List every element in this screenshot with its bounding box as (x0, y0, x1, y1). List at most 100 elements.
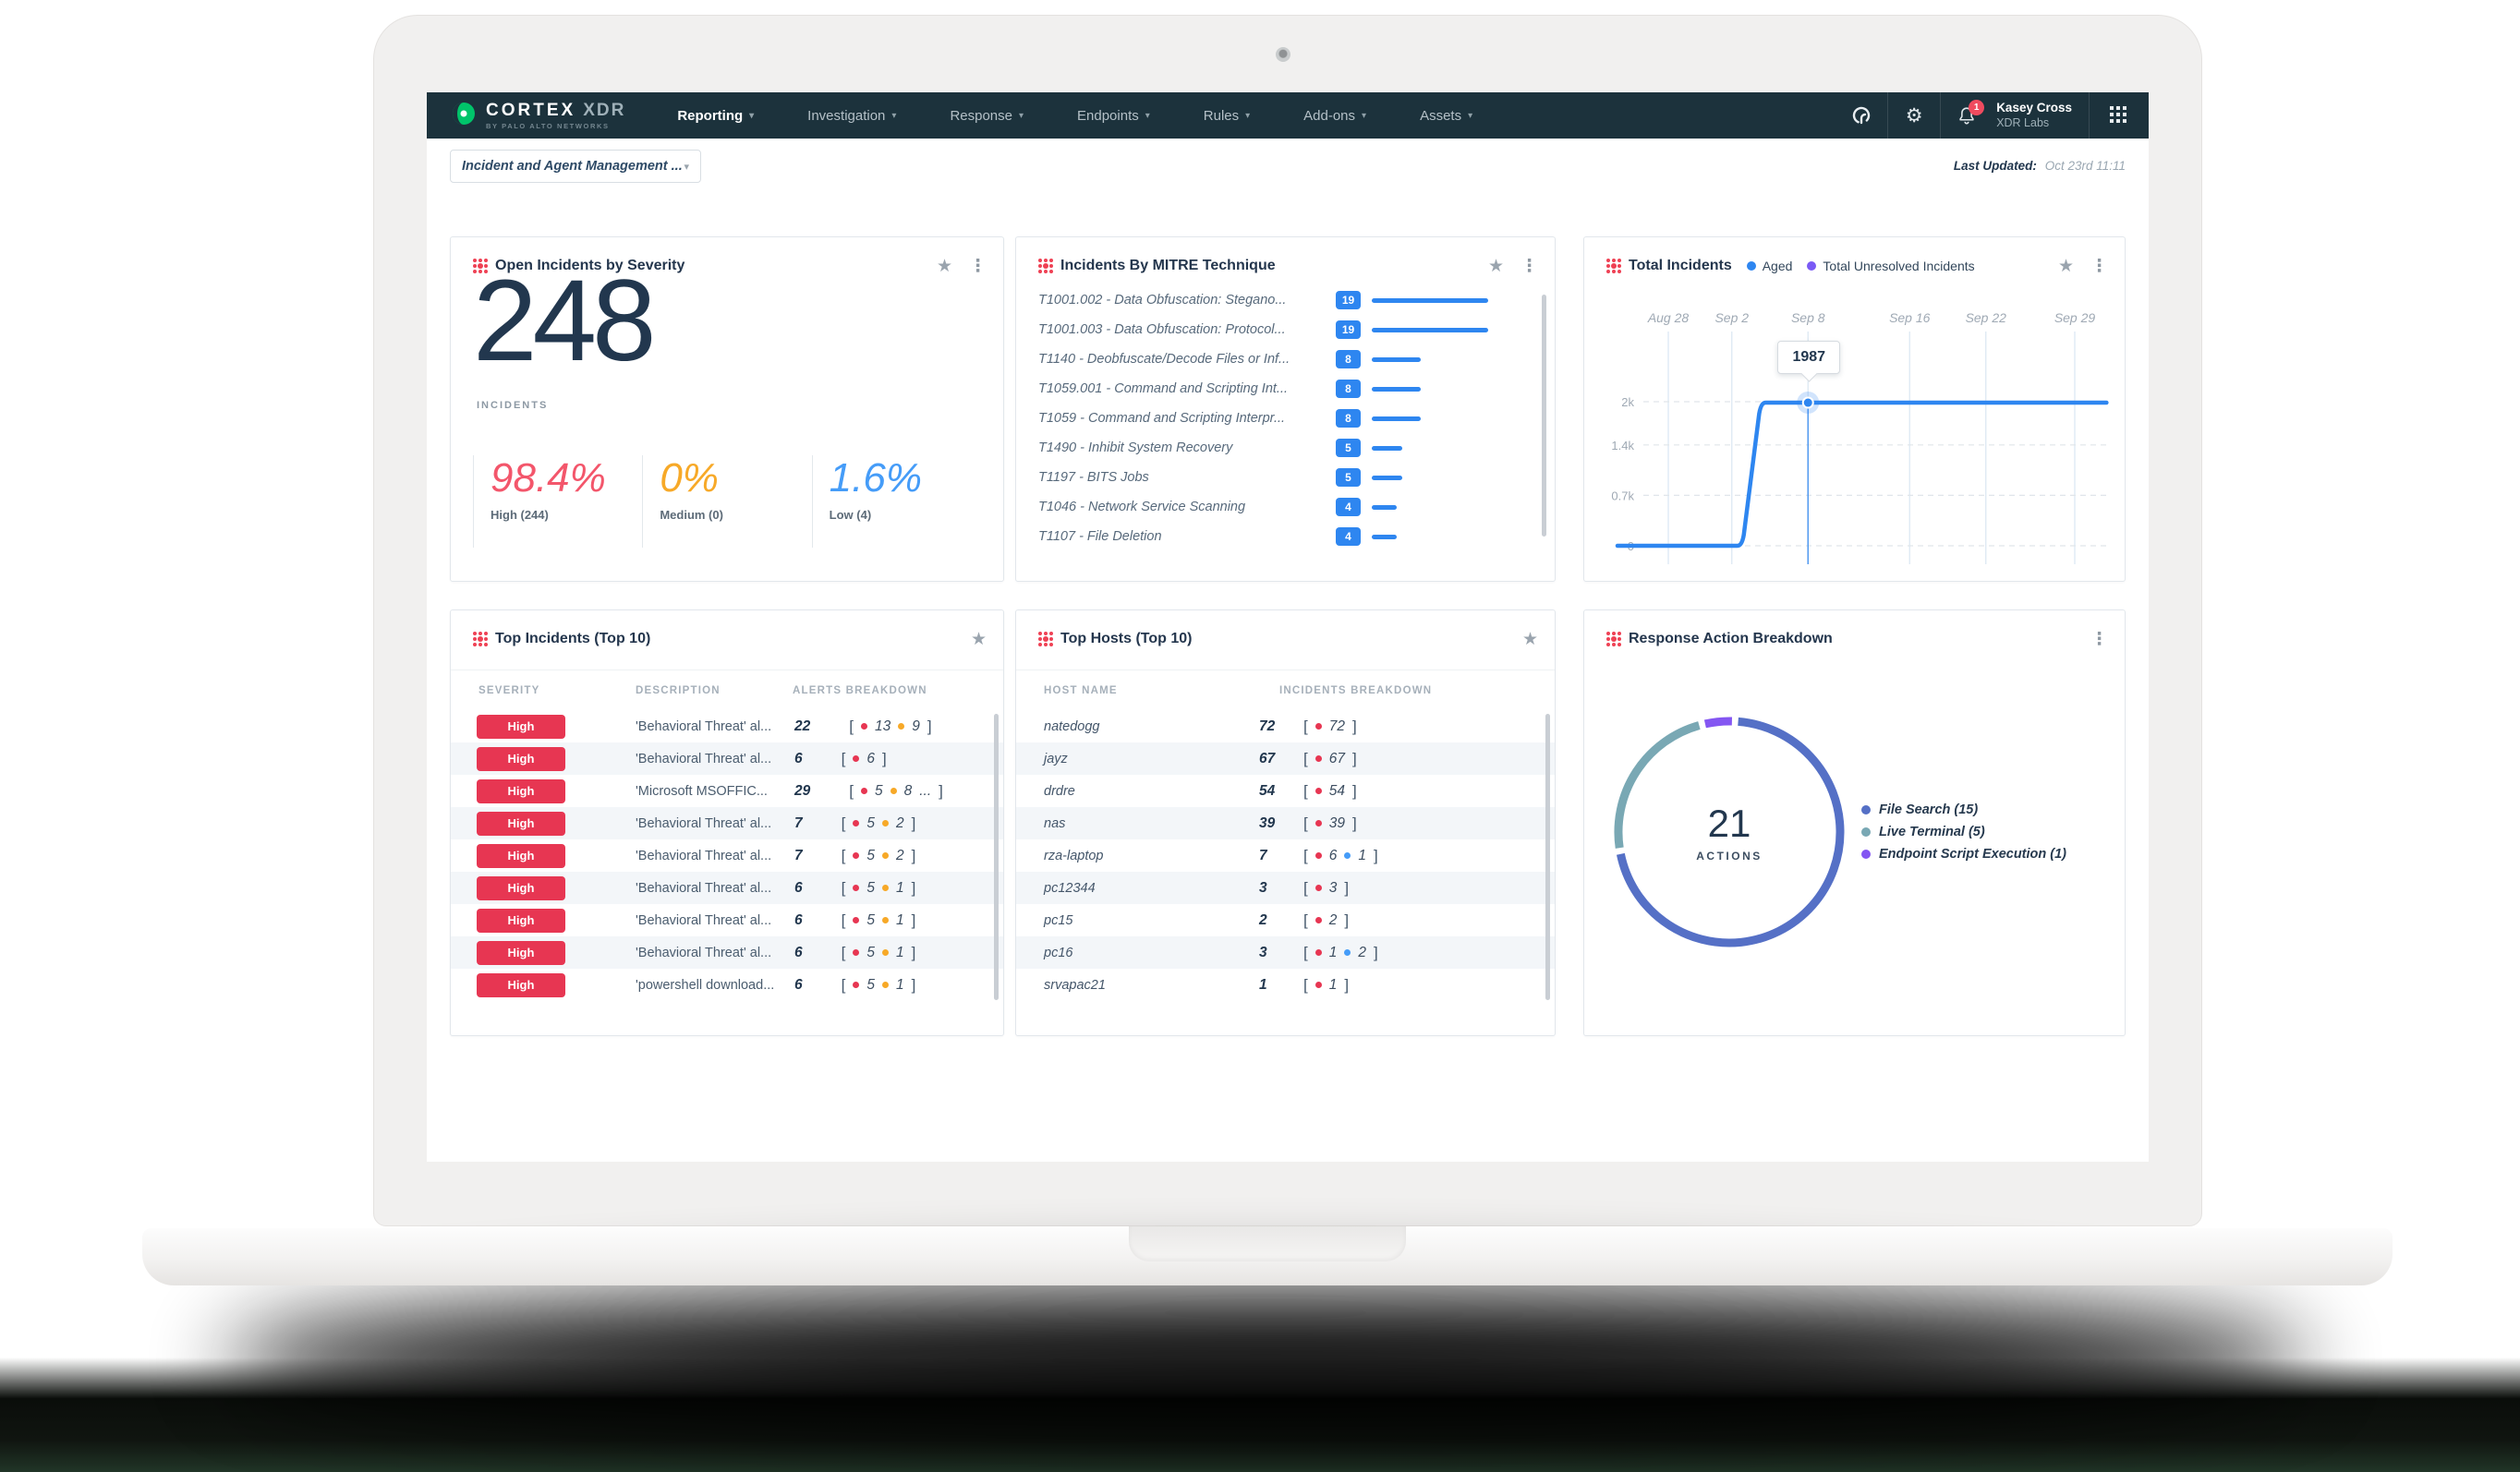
chevron-down-icon: ▾ (1468, 110, 1473, 121)
kebab-menu-icon[interactable]: ⋮ (2090, 629, 2108, 649)
widget-dots-icon (473, 259, 477, 262)
mitre-technique-label: T1046 - Network Service Scanning (1038, 500, 1246, 514)
mitre-row[interactable]: T1197 - BITS Jobs 5 (1038, 463, 1527, 492)
table-row[interactable]: rza-laptop 7 [6 1] (1016, 839, 1555, 872)
table-row[interactable]: pc12344 3[3] (1016, 872, 1555, 904)
favorite-star-icon[interactable]: ★ (2057, 256, 2074, 276)
table-row[interactable]: pc16 3 [1 2] (1016, 936, 1555, 969)
mitre-row[interactable]: T1059 - Command and Scripting Interpr...… (1038, 404, 1527, 433)
severity-label: High (244) (491, 507, 549, 522)
main-menu: Reporting ▾ Investigation ▾ Response ▾ Endpoin… (677, 92, 1472, 139)
table-row[interactable]: High 'Behavioral Threat' al... 6 [5 1] (451, 872, 1003, 904)
mitre-count-badge: 5 (1336, 439, 1361, 457)
last-updated-value: Oct 23rd 11:11 (2044, 159, 2126, 173)
favorite-star-icon[interactable]: ★ (1487, 256, 1504, 276)
mitre-count-badge: 19 (1336, 291, 1361, 309)
table-row[interactable]: jayz 67[67] (1016, 742, 1555, 775)
divider (1887, 92, 1889, 139)
alert-count: 29 (794, 782, 811, 799)
severity-pct: 1.6% (829, 455, 922, 501)
breakdown: [5 2] (842, 814, 916, 833)
table-row[interactable]: High 'Behavioral Threat' al... 22 [13 9] (451, 710, 1003, 742)
table-row[interactable]: drdre 54[54] (1016, 775, 1555, 807)
nav-item-response[interactable]: Response ▾ (950, 92, 1024, 139)
severity-stat: 98.4% High (244) (473, 455, 642, 548)
settings-gear-icon[interactable]: ⚙ (1905, 104, 1923, 127)
mitre-technique-label: T1001.002 - Data Obfuscation: Stegano... (1038, 293, 1287, 308)
scrollbar[interactable] (1542, 295, 1546, 537)
mitre-row[interactable]: T1490 - Inhibit System Recovery 5 (1038, 433, 1527, 463)
table-row[interactable]: High 'Behavioral Threat' al... 6[6] (451, 742, 1003, 775)
mitre-bar (1372, 327, 1488, 332)
mitre-count-badge: 4 (1336, 527, 1361, 546)
table-row[interactable]: High 'Behavioral Threat' al... 6 [5 1] (451, 904, 1003, 936)
svg-text:Sep 2: Sep 2 (1714, 310, 1749, 325)
cortex-xdr-logo[interactable]: CORTEX XDR BY PALO ALTO NETWORKS (451, 101, 625, 131)
mitre-bar (1372, 534, 1397, 539)
nav-item-label: Assets (1420, 107, 1462, 124)
breakdown: [5 1] (842, 944, 916, 962)
scrollbar[interactable] (1545, 714, 1550, 1000)
severity-dot (881, 982, 889, 988)
nav-item-investigation[interactable]: Investigation ▾ (807, 92, 896, 139)
severity-dot (1315, 755, 1322, 762)
favorite-star-icon[interactable]: ★ (970, 629, 987, 649)
nav-item-rules[interactable]: Rules ▾ (1204, 92, 1250, 139)
bracket-open: [ (1303, 975, 1308, 994)
mitre-row[interactable]: T1107 - File Deletion 4 (1038, 522, 1527, 551)
app-grid-icon[interactable] (2090, 92, 2149, 139)
table-row[interactable]: High 'Behavioral Threat' al... 7 [5 2] (451, 839, 1003, 872)
last-updated-label: Last Updated: (1953, 159, 2037, 173)
severity-badge: High (477, 746, 565, 771)
kebab-menu-icon[interactable]: ⋮ (969, 256, 987, 276)
kebab-menu-icon[interactable]: ⋮ (1520, 256, 1538, 276)
nav-item-add-ons[interactable]: Add-ons ▾ (1303, 92, 1366, 139)
svg-text:Sep 22: Sep 22 (1966, 310, 2007, 325)
scrollbar[interactable] (994, 714, 999, 1000)
table-body: natedogg 72[72] jayz 67[67] drdre 54[54] nas 39… (1016, 710, 1555, 1001)
card-title: Incidents By MITRE Technique (1060, 258, 1276, 273)
mitre-row[interactable]: T1059.001 - Command and Scripting Int...… (1038, 374, 1527, 404)
notifications-bell-icon[interactable]: 1 (1941, 92, 1993, 139)
table-row[interactable]: natedogg 72[72] (1016, 710, 1555, 742)
mitre-row[interactable]: T1001.002 - Data Obfuscation: Stegano...… (1038, 285, 1527, 315)
dashboard-screen: CORTEX XDR BY PALO ALTO NETWORKS Reporti… (427, 92, 2149, 1162)
col-incidents-breakdown: INCIDENTS BREAKDOWN (1279, 685, 1433, 696)
favorite-star-icon[interactable]: ★ (936, 256, 952, 276)
dashboard-selector[interactable]: Incident and Agent Management ... ▾ (450, 150, 701, 183)
severity-dot (881, 885, 889, 891)
favorite-star-icon[interactable]: ★ (1521, 629, 1538, 649)
card-title: Total Incidents (1629, 258, 1732, 273)
table-row[interactable]: High 'powershell download... 6 [5 1] (451, 969, 1003, 1001)
table-row[interactable]: High 'Behavioral Threat' al... 7 [5 2] (451, 807, 1003, 839)
navbar-right: ⚙ 1 Kasey Cross XDR Labs (1835, 92, 2149, 139)
table-row[interactable]: High 'Microsoft MSOFFIC... 29 [5 8...] (451, 775, 1003, 807)
nav-item-endpoints[interactable]: Endpoints ▾ (1077, 92, 1150, 139)
nav-item-reporting[interactable]: Reporting ▾ (677, 92, 754, 139)
mitre-row[interactable]: T1140 - Deobfuscate/Decode Files or Inf.… (1038, 344, 1527, 374)
incident-description: 'Behavioral Threat' al... (636, 815, 772, 831)
severity-dot (881, 917, 889, 923)
kebab-menu-icon[interactable]: ⋮ (2090, 256, 2108, 276)
table-row[interactable]: High 'Behavioral Threat' al... 6 [5 1] (451, 936, 1003, 969)
breakdown: [3] (1303, 879, 1349, 898)
bracket-open: [ (849, 781, 854, 800)
nav-item-assets[interactable]: Assets ▾ (1420, 92, 1472, 139)
dashboard-selector-value: Incident and Agent Management ... (462, 159, 683, 174)
col-alerts-breakdown: ALERTS BREAKDOWN (793, 685, 927, 696)
svg-text:Sep 8: Sep 8 (1791, 310, 1825, 325)
table-row[interactable]: srvapac21 1[1] (1016, 969, 1555, 1001)
severity-dot (853, 820, 860, 826)
bracket-close: ] (911, 878, 916, 897)
table-row[interactable]: nas 39[39] (1016, 807, 1555, 839)
bracket-close: ] (1344, 878, 1350, 897)
table-row[interactable]: pc15 2[2] (1016, 904, 1555, 936)
severity-badge: High (477, 940, 565, 965)
query-icon[interactable] (1835, 92, 1887, 139)
mitre-row[interactable]: T1046 - Network Service Scanning 4 (1038, 492, 1527, 522)
mitre-row[interactable]: T1001.003 - Data Obfuscation: Protocol..… (1038, 315, 1527, 344)
breakdown-value: 1 (895, 944, 904, 960)
severity-pct: 98.4% (491, 455, 606, 501)
user-menu[interactable]: Kasey Cross XDR Labs (1996, 101, 2072, 131)
laptop-shadow (222, 1291, 2309, 1430)
